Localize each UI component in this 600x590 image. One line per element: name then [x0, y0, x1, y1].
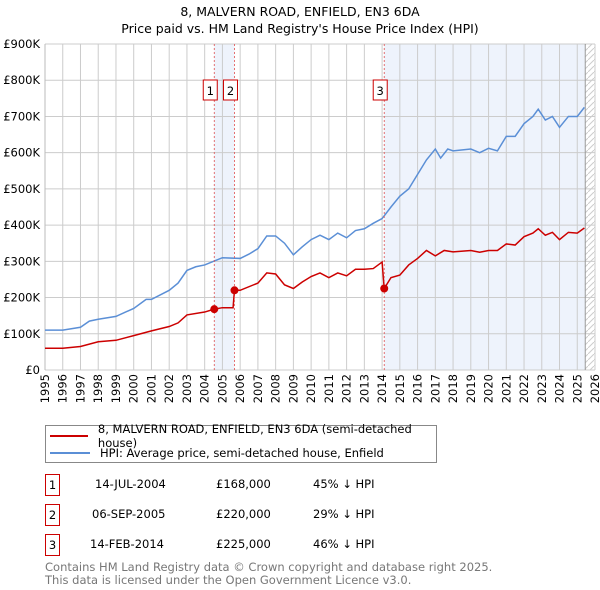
date: 14-FEB-2014: [90, 537, 164, 551]
x-tick-label: 2017: [428, 374, 442, 403]
x-tick-label: 1995: [38, 374, 52, 403]
price: £225,000: [216, 537, 271, 551]
x-tick-label: 2018: [446, 374, 460, 403]
x-tick-label: 2002: [162, 374, 176, 403]
x-tick-label: 2015: [393, 374, 407, 403]
sale-badge: [202, 79, 218, 101]
hpi-diff: 46% ↓ HPI: [313, 537, 375, 551]
date: 14-JUL-2004: [95, 477, 166, 491]
footer-line: Contains HM Land Registry data © Crown c…: [45, 560, 493, 574]
legend-label: 8, MALVERN ROAD, ENFIELD, EN3 6DA (semi-…: [97, 422, 412, 450]
y-tick-label: £200K: [3, 291, 40, 305]
legend-label: HPI: Average price, semi-detached house,…: [100, 446, 384, 460]
x-tick-label: 2004: [198, 374, 212, 403]
y-tick-label: £500K: [3, 182, 40, 196]
x-tick-label: 2012: [340, 374, 354, 403]
transaction-row: 1 14-JUL-2004 £168,000 45% ↓ HPI: [45, 474, 445, 496]
legend-swatch: [50, 435, 88, 437]
x-tick-label: 2026: [588, 374, 600, 403]
y-tick-label: £600K: [3, 146, 40, 160]
footer-line: This data is licensed under the Open Gov…: [45, 573, 412, 587]
sale-badge: [372, 79, 388, 101]
hpi-diff: 45% ↓ HPI: [313, 477, 375, 491]
x-tick-label: 2025: [570, 374, 584, 403]
x-tick-label: 2006: [233, 374, 247, 403]
y-tick-label: £300K: [3, 254, 40, 268]
marker-badge: 1: [45, 474, 60, 496]
price: £168,000: [216, 477, 271, 491]
property-price-line: [45, 227, 585, 350]
sale-badge-label: 3: [377, 84, 384, 98]
x-tick-label: 2013: [357, 374, 371, 403]
legend-item-property: 8, MALVERN ROAD, ENFIELD, EN3 6DA (semi-…: [50, 422, 436, 450]
x-tick-label: 2008: [269, 374, 283, 403]
chart-title: 8, MALVERN ROAD, ENFIELD, EN3 6DA: [180, 4, 420, 19]
y-tick-label: £700K: [3, 109, 40, 123]
x-tick-label: 2001: [144, 374, 158, 403]
chart-subtitle: Price paid vs. HM Land Registry's House …: [121, 21, 478, 36]
transaction-row: 2 06-SEP-2005 £220,000 29% ↓ HPI: [45, 504, 445, 526]
x-tick-label: 2010: [304, 374, 318, 403]
shade-region: [214, 44, 235, 370]
x-tick-label: 2009: [286, 374, 300, 403]
x-tick-label: 2007: [251, 374, 265, 403]
x-tick-label: 2016: [411, 374, 425, 403]
x-tick-label: 2014: [375, 374, 389, 403]
y-tick-label: £800K: [3, 73, 40, 87]
x-tick-label: 2005: [215, 374, 229, 403]
y-tick-label: £0: [25, 363, 40, 377]
x-tick-label: 2024: [553, 374, 567, 403]
y-tick-label: £400K: [3, 218, 40, 232]
sale-badge-label: 2: [227, 84, 234, 98]
marker-badge: 3: [45, 534, 60, 556]
x-tick-label: 1997: [73, 374, 87, 403]
footer: Contains HM Land Registry data © Crown c…: [45, 561, 492, 587]
x-tick-label: 2000: [127, 374, 141, 403]
forecast-hatch: [585, 44, 595, 370]
legend: 8, MALVERN ROAD, ENFIELD, EN3 6DA (semi-…: [45, 422, 437, 463]
sale-badge-label: 1: [207, 84, 214, 98]
transaction-row: 3 14-FEB-2014 £225,000 46% ↓ HPI: [45, 534, 445, 556]
legend-item-hpi: HPI: Average price, semi-detached house,…: [50, 444, 384, 462]
sale-point: [210, 305, 219, 314]
x-tick-label: 2020: [482, 374, 496, 403]
x-tick-label: 2003: [180, 374, 194, 403]
marker-badge: 2: [45, 504, 60, 526]
price: £220,000: [216, 507, 271, 521]
x-tick-label: 2023: [535, 374, 549, 403]
x-tick-label: 2019: [464, 374, 478, 403]
y-tick-label: £100K: [3, 327, 40, 341]
x-tick-label: 1996: [56, 374, 70, 403]
price-chart: 8, MALVERN ROAD, ENFIELD, EN3 6DA Price …: [3, 4, 600, 403]
hpi-line: [45, 106, 585, 331]
y-tick-label: £900K: [3, 37, 40, 51]
x-tick-label: 1998: [91, 374, 105, 403]
legend-swatch: [50, 452, 90, 454]
sale-badge: [222, 79, 238, 101]
x-tick-label: 1999: [109, 374, 123, 403]
sale-point: [380, 284, 389, 293]
date: 06-SEP-2005: [92, 507, 166, 521]
sale-point: [230, 286, 239, 295]
hpi-diff: 29% ↓ HPI: [313, 507, 375, 521]
shade-region: [384, 44, 586, 370]
x-tick-label: 2022: [517, 374, 531, 403]
x-tick-label: 2021: [499, 374, 513, 403]
x-tick-label: 2011: [322, 374, 336, 403]
